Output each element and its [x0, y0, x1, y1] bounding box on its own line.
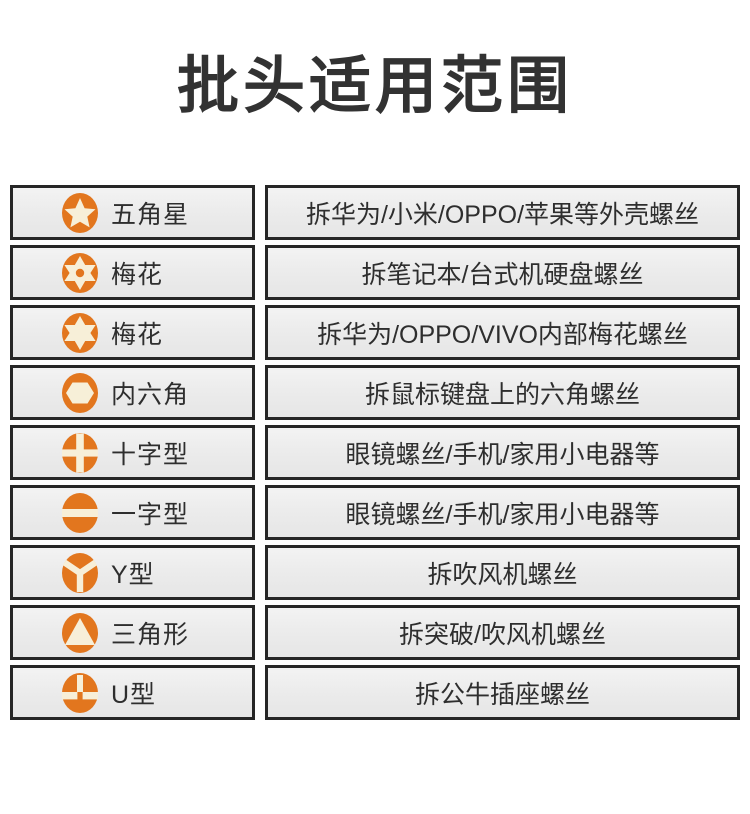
triangle-icon: [61, 612, 99, 654]
bit-type-label: 梅花: [111, 320, 164, 349]
table-row: 梅花 拆笔记本/台式机硬盘螺丝: [10, 245, 740, 300]
bit-usage-cell: 拆华为/小米/OPPO/苹果等外壳螺丝: [265, 185, 740, 240]
bit-usage-text: 拆公牛插座螺丝: [414, 680, 590, 709]
bit-type-cell: 五角星: [10, 185, 255, 240]
bit-type-label: U型: [111, 680, 157, 709]
bit-type-label: 梅花: [111, 260, 164, 289]
bit-usage-text: 眼镜螺丝/手机/家用小电器等: [345, 500, 660, 529]
table-row: 梅花 拆华为/OPPO/VIVO内部梅花螺丝: [10, 305, 740, 360]
y-tripoint-icon: [61, 552, 99, 594]
table-row: Y型 拆吹风机螺丝: [10, 545, 740, 600]
bit-type-cell: 一字型: [10, 485, 255, 540]
bit-type-cell: U型: [10, 665, 255, 720]
bit-type-label: 三角形: [111, 620, 190, 649]
bit-type-label: 内六角: [111, 380, 190, 409]
bit-type-label: 一字型: [111, 500, 190, 529]
bit-usage-text: 拆突破/吹风机螺丝: [399, 620, 606, 649]
bit-usage-cell: 眼镜螺丝/手机/家用小电器等: [265, 425, 740, 480]
torx-star-icon: [61, 312, 99, 354]
bit-usage-cell: 拆公牛插座螺丝: [265, 665, 740, 720]
bit-usage-cell: 拆突破/吹风机螺丝: [265, 605, 740, 660]
table-row: 内六角 拆鼠标键盘上的六角螺丝: [10, 365, 740, 420]
bit-usage-text: 拆华为/小米/OPPO/苹果等外壳螺丝: [305, 200, 700, 229]
table-row: U型 拆公牛插座螺丝: [10, 665, 740, 720]
bit-type-label: 五角星: [111, 200, 190, 229]
bit-type-cell: Y型: [10, 545, 255, 600]
bit-type-cell: 十字型: [10, 425, 255, 480]
bit-usage-cell: 眼镜螺丝/手机/家用小电器等: [265, 485, 740, 540]
bit-type-cell: 三角形: [10, 605, 255, 660]
u-shape-icon: [61, 672, 99, 714]
bit-type-cell: 梅花: [10, 305, 255, 360]
bit-usage-text: 拆鼠标键盘上的六角螺丝: [364, 380, 640, 409]
bit-usage-cell: 拆吹风机螺丝: [265, 545, 740, 600]
bit-type-label: 十字型: [111, 440, 190, 469]
bit-type-cell: 梅花: [10, 245, 255, 300]
table-row: 五角星 拆华为/小米/OPPO/苹果等外壳螺丝: [10, 185, 740, 240]
bit-usage-cell: 拆华为/OPPO/VIVO内部梅花螺丝: [265, 305, 740, 360]
table-row: 三角形 拆突破/吹风机螺丝: [10, 605, 740, 660]
hexagon-icon: [61, 372, 99, 414]
table-row: 一字型 眼镜螺丝/手机/家用小电器等: [10, 485, 740, 540]
bit-usage-text: 拆华为/OPPO/VIVO内部梅花螺丝: [317, 320, 688, 349]
phillips-cross-icon: [61, 432, 99, 474]
bit-usage-text: 拆笔记本/台式机硬盘螺丝: [361, 260, 644, 289]
bit-usage-cell: 拆鼠标键盘上的六角螺丝: [265, 365, 740, 420]
flathead-slot-icon: [61, 492, 99, 534]
torx-security-star-icon: [61, 252, 99, 294]
bit-usage-cell: 拆笔记本/台式机硬盘螺丝: [265, 245, 740, 300]
table-row: 十字型 眼镜螺丝/手机/家用小电器等: [10, 425, 740, 480]
bit-usage-text: 拆吹风机螺丝: [427, 560, 578, 589]
five-point-star-icon: [61, 192, 99, 234]
bit-type-label: Y型: [111, 560, 155, 589]
bit-type-cell: 内六角: [10, 365, 255, 420]
bit-usage-text: 眼镜螺丝/手机/家用小电器等: [345, 440, 660, 469]
page-title: 批头适用范围: [176, 52, 573, 121]
bit-type-table: 五角星 拆华为/小米/OPPO/苹果等外壳螺丝 梅花 拆笔记本/台式机硬盘螺丝: [10, 185, 740, 725]
